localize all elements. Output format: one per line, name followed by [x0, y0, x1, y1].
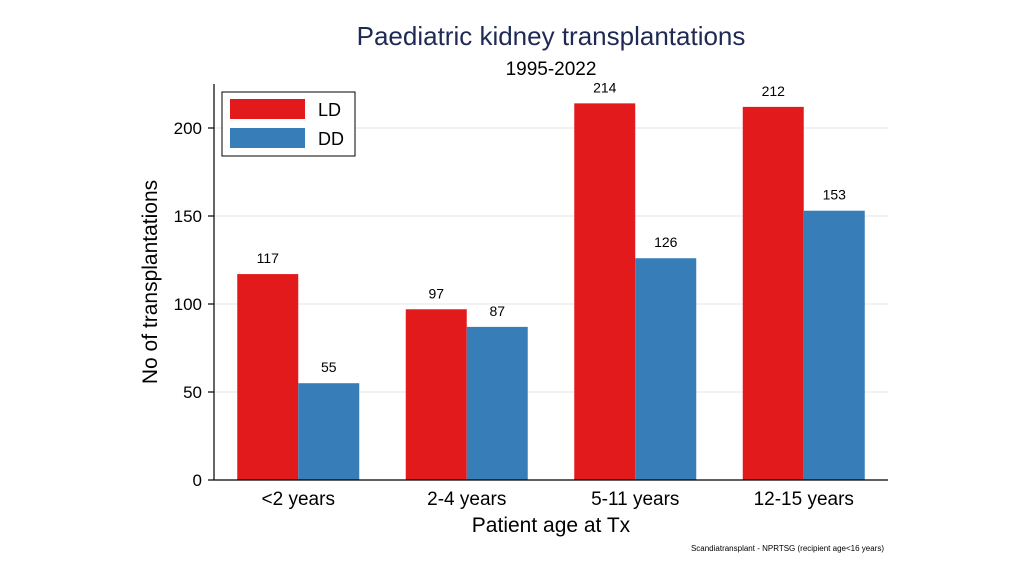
bar-value-label: 97 — [428, 285, 444, 301]
legend: LD DD — [221, 91, 356, 157]
bar-value-label: 55 — [321, 359, 337, 375]
bar-value-label: 214 — [593, 79, 617, 95]
x-axis-ticks: <2 years 2-4 years 5-11 years 12-15 years — [262, 489, 854, 510]
x-axis-label: Patient age at Tx — [472, 514, 631, 537]
bars — [237, 103, 865, 481]
source-note: Scandiatransplant - NPRTSG (recipient ag… — [691, 544, 884, 553]
legend-label-dd: DD — [318, 129, 344, 149]
legend-swatch-ld — [230, 99, 305, 119]
y-tick-label: 50 — [183, 383, 202, 402]
y-axis-label: No of transplantations — [139, 180, 162, 384]
bar-value-label: 212 — [762, 83, 786, 99]
x-tick-label: 5-11 years — [591, 489, 679, 510]
bar-value-labels: 117 55 97 87 214 126 212 153 — [257, 79, 847, 375]
bar-dd — [803, 210, 865, 480]
bar-dd — [635, 258, 697, 480]
y-tick-label: 150 — [174, 207, 202, 226]
bar-dd — [466, 326, 528, 480]
y-tick-label: 100 — [174, 295, 202, 314]
y-tick-label: 0 — [193, 471, 202, 490]
bar-ld — [237, 274, 299, 480]
legend-swatch-dd — [230, 128, 305, 148]
bar-value-label: 153 — [823, 187, 847, 203]
legend-label-ld: LD — [318, 100, 341, 120]
x-tick-label: <2 years — [262, 489, 335, 510]
bar-ld — [405, 309, 467, 480]
bar-value-label: 87 — [489, 303, 505, 319]
bar-value-label: 126 — [654, 234, 678, 250]
bar-value-label: 117 — [257, 250, 280, 266]
y-tick-label: 200 — [174, 119, 202, 138]
x-tick-label: 12-15 years — [754, 489, 854, 510]
chart-title: Paediatric kidney transplantations — [357, 21, 746, 51]
chart-subtitle: 1995-2022 — [506, 59, 597, 80]
bar-dd — [298, 383, 360, 480]
bar-ld — [574, 103, 636, 481]
x-tick-label: 2-4 years — [427, 489, 506, 510]
bar-ld — [742, 106, 804, 480]
y-axis-ticks: 0 50 100 150 200 — [174, 119, 214, 490]
